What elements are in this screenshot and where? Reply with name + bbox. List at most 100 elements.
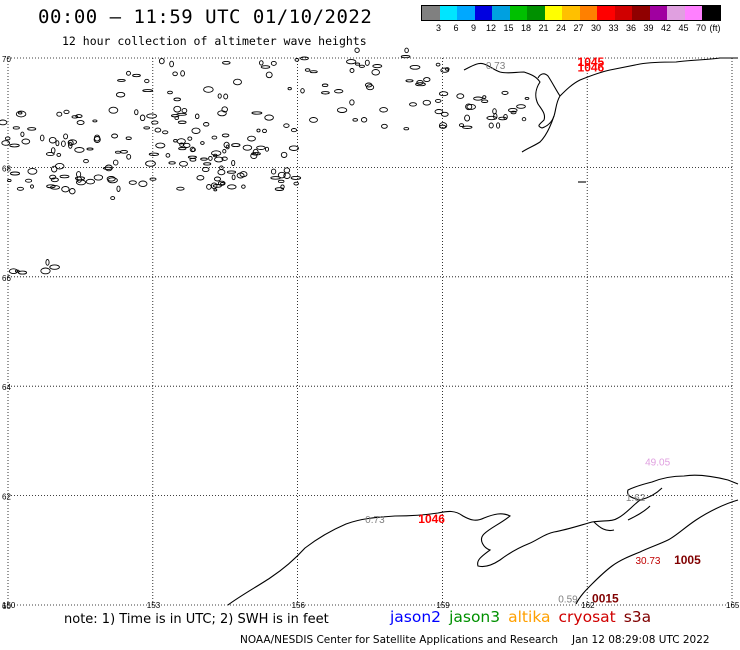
swh-annotation: 0.73 <box>365 515 385 526</box>
legend-labels: 3 6 9 12 15 18 21 24 27 30 33 36 39 42 45 70 (ft) <box>421 23 721 35</box>
legend-label: 27 <box>573 23 584 33</box>
ice-floe <box>20 131 25 137</box>
coastline-north <box>463 57 738 129</box>
map-title: 00:00 – 11:59 UTC 01/10/2022 <box>38 6 373 28</box>
ice-floe <box>138 180 148 188</box>
ice-floe <box>462 125 473 129</box>
ice-floe <box>355 62 361 66</box>
graticule <box>7 57 733 606</box>
satellite-s3a: s3a <box>623 608 652 626</box>
ice-floe <box>196 175 205 181</box>
ice-floe <box>4 136 11 141</box>
ice-floe <box>61 186 70 193</box>
latitude-label: 68 <box>2 164 11 173</box>
ice-floe <box>270 176 281 180</box>
ice-floe <box>56 111 63 117</box>
ice-floe <box>149 177 157 181</box>
wave-height-legend: 3 6 9 12 15 18 21 24 27 30 33 36 39 42 45 70 (ft) <box>421 5 721 35</box>
ice-floe <box>7 178 12 183</box>
ice-floe <box>191 127 201 134</box>
ice-floe <box>372 64 383 69</box>
legend-label: 18 <box>520 23 532 33</box>
ice-floe <box>27 167 38 175</box>
swh-annotation: 0015 <box>592 591 619 605</box>
ice-floe <box>321 83 329 88</box>
latitude-label: 70 <box>2 55 11 64</box>
ice-floe <box>56 152 62 157</box>
ice-floe <box>508 107 518 113</box>
ice-floe <box>17 270 28 275</box>
ice-floe <box>170 114 180 118</box>
ice-floe <box>30 184 34 189</box>
legend-label: 39 <box>643 23 654 33</box>
ice-floe <box>222 60 231 65</box>
swh-annotation: 49.05 <box>645 458 670 469</box>
ice-floe <box>144 78 150 84</box>
legend-swatch <box>422 6 440 20</box>
credit-org: NOAA/NESDIS Center for Satellite Applica… <box>240 634 558 646</box>
ice-floe <box>148 152 160 156</box>
ice-floe <box>146 113 157 119</box>
latitude-label: 60 <box>2 602 11 611</box>
ice-floe <box>179 160 188 167</box>
ice-floe <box>251 111 263 115</box>
ice-floe <box>114 150 122 154</box>
ice-floe <box>381 123 388 129</box>
legend-label: 9 <box>470 23 477 33</box>
ice-floe <box>162 130 169 135</box>
ice-floe <box>358 64 365 68</box>
ice-floe <box>349 68 355 73</box>
map-subtitle: 12 hour collection of altimeter wave hei… <box>62 34 367 48</box>
swh-annotation: 1.62 <box>626 493 646 504</box>
legend-label: 45 <box>678 23 689 33</box>
latitude-label: 66 <box>2 274 11 283</box>
legend-swatch <box>579 6 597 20</box>
ice-floe <box>180 70 185 77</box>
ice-floe <box>277 171 286 179</box>
ice-floe <box>287 86 292 91</box>
ice-floe <box>74 147 85 153</box>
satellite-jason2: jason2 <box>390 608 442 626</box>
ice-floe <box>256 145 266 150</box>
ice-floe <box>49 264 60 270</box>
ice-floe <box>85 178 96 185</box>
legend-label: 33 <box>608 23 619 33</box>
legend-label: 15 <box>503 23 514 33</box>
ice-floe <box>223 93 229 100</box>
ice-floe <box>117 78 126 82</box>
ice-floe <box>9 171 21 176</box>
ice-floe <box>256 128 261 133</box>
ice-floe <box>213 176 222 182</box>
ice-floe <box>217 110 227 117</box>
ice-floe <box>93 134 101 142</box>
ice-floe <box>71 115 79 119</box>
ice-floe <box>203 122 210 127</box>
ice-floe <box>125 136 132 140</box>
ice-floe <box>93 136 101 143</box>
ice-floe <box>251 152 261 156</box>
ice-floe <box>210 182 218 190</box>
ice-floe <box>194 113 200 120</box>
swh-annotation: 0.73 <box>486 61 506 72</box>
ice-floe <box>300 56 309 61</box>
ice-floe <box>176 186 185 191</box>
ice-floe <box>422 99 431 106</box>
longitude-label: 156 <box>292 601 306 610</box>
legend-swatch <box>632 6 650 20</box>
longitude-label: 153 <box>147 601 161 610</box>
ice-floe <box>27 127 37 131</box>
legend-label: 42 <box>660 23 672 33</box>
ice-floe <box>54 162 65 170</box>
ice-floe <box>283 172 291 179</box>
ice-floe <box>178 147 187 151</box>
ice-floe <box>1 140 11 146</box>
ice-floe <box>260 65 271 69</box>
ice-floe <box>334 89 344 94</box>
ice-floe <box>354 47 360 53</box>
ice-floe <box>126 70 131 76</box>
ice-floe <box>183 142 191 148</box>
ice-floe <box>524 96 530 100</box>
ice-floe <box>115 91 126 98</box>
